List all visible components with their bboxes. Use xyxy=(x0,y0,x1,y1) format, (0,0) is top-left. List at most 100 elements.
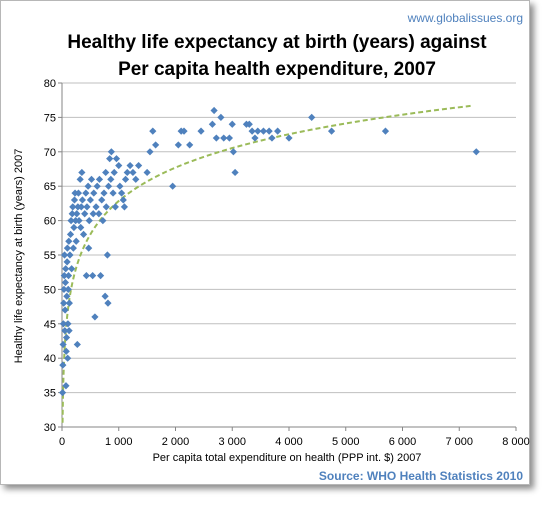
data-point xyxy=(64,285,72,293)
data-point xyxy=(89,272,97,280)
data-point xyxy=(381,127,390,135)
y-tick-label: 70 xyxy=(44,147,56,159)
data-point xyxy=(60,285,68,293)
data-point xyxy=(186,141,194,149)
data-point xyxy=(73,210,81,218)
data-point xyxy=(61,327,69,335)
data-point xyxy=(102,203,110,211)
data-point xyxy=(126,161,134,170)
x-tick-label: 8 000 xyxy=(502,436,530,448)
data-point xyxy=(68,210,76,218)
data-point xyxy=(85,244,93,252)
data-point xyxy=(169,182,177,190)
data-point xyxy=(74,189,83,197)
data-point xyxy=(112,155,121,163)
source-note: Source: WHO Health Statistics 2010 xyxy=(319,469,523,483)
data-point xyxy=(212,134,220,142)
data-point xyxy=(248,127,256,135)
data-point xyxy=(82,272,91,280)
data-point xyxy=(123,168,131,177)
data-point xyxy=(308,113,316,121)
y-tick-label: 65 xyxy=(44,181,56,193)
data-point xyxy=(254,127,262,135)
data-point xyxy=(92,203,100,211)
y-tick-label: 55 xyxy=(44,250,56,262)
data-point xyxy=(251,134,259,142)
y-tick-label: 75 xyxy=(44,112,56,124)
data-point xyxy=(208,120,216,128)
data-point xyxy=(265,127,273,135)
y-tick-label: 80 xyxy=(44,78,56,90)
data-point xyxy=(91,313,99,321)
data-point xyxy=(132,175,140,183)
data-point xyxy=(65,299,73,307)
data-point xyxy=(217,113,225,121)
data-point xyxy=(197,127,205,135)
chart-title-line-2: Per capita health expenditure, 2007 xyxy=(118,59,436,80)
data-point xyxy=(285,134,293,142)
x-tick-label: 6 000 xyxy=(389,436,417,448)
data-point xyxy=(65,327,73,335)
data-point xyxy=(327,127,336,135)
data-point xyxy=(104,299,112,307)
data-point xyxy=(70,196,79,204)
data-point xyxy=(115,161,123,170)
data-point xyxy=(104,182,113,190)
x-tick-label: 4 000 xyxy=(275,436,303,448)
data-point xyxy=(64,272,73,280)
data-point xyxy=(121,175,130,183)
data-point xyxy=(135,161,143,170)
data-point xyxy=(83,203,91,211)
data-point xyxy=(60,272,68,280)
data-point xyxy=(225,134,234,142)
data-point xyxy=(89,210,97,218)
y-tick-label: 40 xyxy=(44,353,56,365)
data-point xyxy=(274,127,282,135)
data-point xyxy=(98,196,106,204)
data-point xyxy=(152,141,160,149)
data-point xyxy=(109,189,117,197)
data-point xyxy=(68,265,76,273)
data-point xyxy=(58,389,67,397)
data-point xyxy=(110,168,118,177)
data-point xyxy=(90,189,98,197)
data-point xyxy=(78,168,86,177)
data-point xyxy=(220,134,228,142)
watermark: www.globalissues.org xyxy=(407,11,523,25)
data-point xyxy=(268,134,276,142)
data-point xyxy=(231,168,239,177)
data-point xyxy=(245,120,253,128)
data-point xyxy=(66,230,75,238)
data-point xyxy=(93,182,101,190)
data-point xyxy=(116,182,124,190)
data-point xyxy=(72,237,80,245)
data-point xyxy=(82,189,90,197)
data-point xyxy=(95,175,104,183)
data-point xyxy=(64,320,72,328)
data-point xyxy=(146,148,154,156)
tick-labels: 30 35 40 45 50 55 60 65 70 75 80 0 1 000 2 000 3 000 4 … xyxy=(44,78,530,448)
data-points xyxy=(58,106,480,397)
data-point xyxy=(86,196,94,204)
data-point xyxy=(66,251,74,259)
data-point xyxy=(106,155,114,163)
data-point xyxy=(63,292,71,300)
data-point xyxy=(61,306,69,314)
data-point xyxy=(62,333,71,342)
data-point xyxy=(180,127,188,135)
data-point xyxy=(62,382,70,390)
data-point xyxy=(259,127,268,135)
data-point xyxy=(210,106,218,115)
data-point xyxy=(81,210,89,218)
y-axis-label: Healthy life expectancy at birth (years)… xyxy=(13,149,25,364)
x-tick-label: 2 000 xyxy=(162,436,190,448)
data-point xyxy=(78,196,87,204)
data-point xyxy=(70,223,78,232)
y-tick-label: 45 xyxy=(44,319,56,331)
y-tick-label: 35 xyxy=(44,388,56,400)
data-point xyxy=(84,182,92,190)
data-point xyxy=(59,340,67,349)
data-point xyxy=(107,175,115,183)
x-tick-label: 7 000 xyxy=(445,436,473,448)
